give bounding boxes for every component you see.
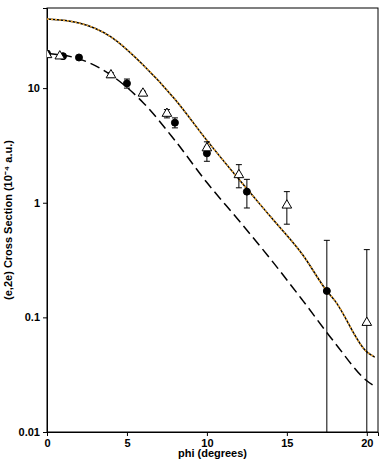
point-open-triangle [362, 317, 372, 325]
y-tick-mark [43, 317, 47, 318]
y-tick: 0.1 [25, 311, 47, 323]
y-tick-label: 0.1 [25, 311, 40, 323]
error-cap [172, 127, 178, 128]
y-tick: 10 [28, 82, 47, 94]
point-open-triangle [106, 70, 116, 78]
error-cap [172, 117, 178, 118]
y-tick-mark [43, 432, 47, 433]
error-cap [364, 249, 370, 250]
error-cap [244, 179, 250, 180]
point-open-triangle [202, 143, 212, 151]
y-tick-mark [43, 203, 47, 204]
error-cap [236, 187, 242, 188]
x-tick-mark [127, 432, 128, 436]
x-tick-label: 0 [44, 437, 50, 449]
error-cap [204, 155, 210, 156]
x-tick-mark [287, 432, 288, 436]
y-tick-label: 10 [28, 82, 40, 94]
chart: 051015200.010.1110phi (degrees)(e,2e) Cr… [0, 0, 381, 460]
plot: 0 5 10 15 20 0.01 0.1 1 10 [19, 8, 379, 449]
y-axis-line [43, 9, 48, 433]
x-tick-label: 15 [281, 437, 293, 449]
point-circle [171, 119, 178, 126]
error-cap [284, 191, 290, 192]
marks [47, 19, 375, 432]
error-cap [124, 88, 130, 89]
error-cap [236, 164, 242, 165]
point-open-triangle [234, 169, 244, 177]
x-tick: 20 [361, 432, 373, 449]
point-circle [123, 80, 130, 87]
y-tick: 0.01 [19, 426, 47, 438]
error-cap [244, 207, 250, 208]
point-circle [323, 287, 330, 294]
point-open-triangle [47, 49, 52, 57]
x-tick: 5 [124, 432, 130, 449]
y-tick-label: 0.01 [19, 426, 40, 438]
y-axis: 0.01 0.1 1 10 [19, 9, 48, 439]
point-open-triangle [282, 200, 292, 208]
x-tick-label: 5 [124, 437, 130, 449]
error-cap [284, 224, 290, 225]
y-tick-label: 1 [34, 197, 40, 209]
y-tick-mark [43, 88, 47, 89]
error-cap [204, 161, 210, 162]
line-dashed [47, 54, 375, 387]
error-bar [326, 240, 327, 432]
x-tick-label: 20 [361, 437, 373, 449]
point-open-triangle [162, 108, 172, 116]
error-cap [324, 240, 330, 241]
point-circle [243, 188, 250, 195]
x-axis-title: phi (degrees) [178, 447, 247, 459]
x-tick: 0 [44, 432, 50, 449]
y-axis-title: (e,2e) Cross Section (10⁻⁴ a.u.) [2, 140, 14, 300]
y-tick: 1 [34, 197, 47, 209]
plot-frame [47, 8, 378, 432]
x-tick: 15 [281, 432, 293, 449]
error-bar [366, 250, 367, 432]
x-tick-mark [367, 432, 368, 436]
point-open-triangle [138, 88, 148, 96]
error-cap [164, 117, 170, 118]
x-axis-line [48, 433, 379, 437]
x-tick-mark [207, 432, 208, 436]
point-open-triangle [55, 51, 65, 59]
point-circle [75, 54, 82, 61]
